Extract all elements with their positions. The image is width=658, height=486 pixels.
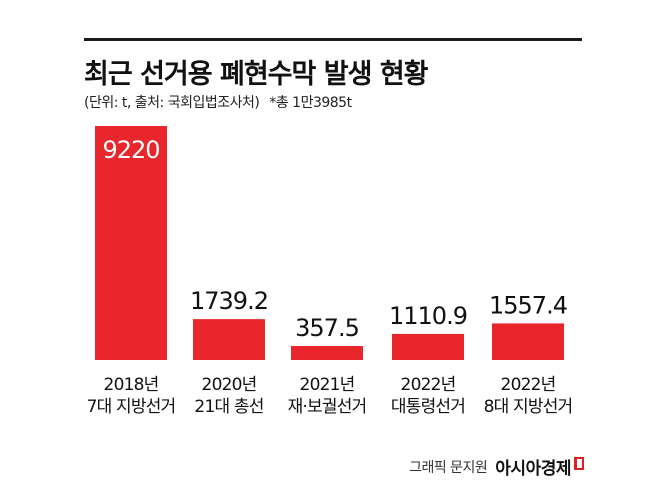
- category-label-5-line-2: 8대 지방선거: [484, 397, 573, 417]
- graphic-credit: 그래픽 문지원: [409, 459, 488, 476]
- credit-line: 그래픽 문지원 아시아경제: [409, 454, 584, 479]
- category-label-2-line-1: 2020년: [202, 375, 257, 395]
- category-label-5-line-1: 2022년: [501, 375, 556, 395]
- chart-title: 최근 선거용 폐현수막 발생 현황: [84, 59, 429, 90]
- category-label-2-line-2: 21대 총선: [194, 397, 263, 417]
- category-label-4-line-1: 2022년: [401, 375, 456, 395]
- category-label-3-line-1: 2021년: [300, 375, 355, 395]
- chart-subtitle: (단위: t, 출처: 국회입법조사처) *총 1만3985t: [84, 92, 352, 112]
- category-label-4-line-2: 대통령선거: [391, 397, 465, 417]
- value-label-1: 9220: [102, 136, 159, 164]
- bar-2: [193, 319, 265, 360]
- publisher-logo: 아시아경제: [495, 459, 571, 479]
- bar-5: [492, 323, 564, 360]
- publisher-logo-mark: [574, 457, 584, 470]
- total-note: *총 1만3985t: [269, 95, 352, 111]
- value-label-2: 1739.2: [190, 287, 268, 315]
- value-label-5: 1557.4: [489, 291, 567, 319]
- source-note: (단위: t, 출처: 국회입법조사처): [84, 95, 260, 111]
- category-label-3-line-2: 재·보궐선거: [288, 397, 367, 417]
- category-label-1-line-1: 2018년: [104, 375, 159, 395]
- top-rule: [84, 38, 582, 41]
- bar-1: [95, 126, 167, 360]
- value-label-3: 357.5: [295, 314, 359, 342]
- bar-3: [291, 346, 363, 360]
- bar-4: [392, 333, 464, 360]
- value-label-4: 1110.9: [389, 302, 467, 330]
- category-label-1-line-2: 7대 지방선거: [87, 397, 176, 417]
